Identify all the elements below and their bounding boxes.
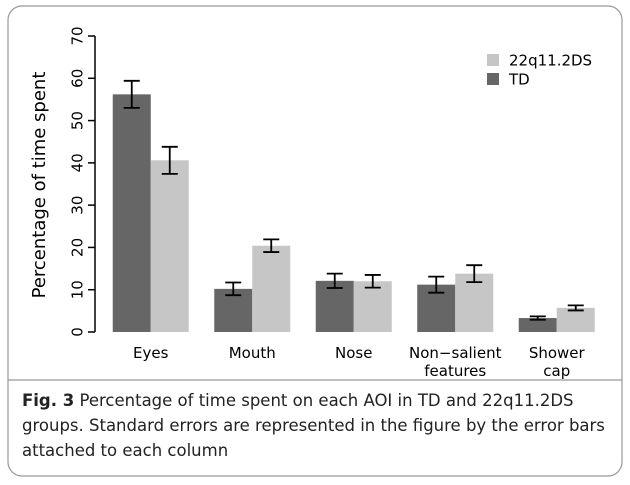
error-bar	[326, 272, 343, 289]
x-tick-label: Nose	[335, 344, 373, 362]
y-tick-label: 60	[69, 69, 87, 88]
bar	[150, 160, 189, 332]
bar	[353, 281, 392, 332]
bar	[112, 94, 151, 333]
error-bar	[428, 275, 445, 294]
error-bar	[263, 238, 280, 253]
bar	[518, 318, 557, 332]
legend-swatch	[487, 54, 499, 66]
caption-text: Percentage of time spent on each AOI in …	[22, 391, 605, 460]
x-tick-label-box: Mouth	[228, 344, 276, 362]
bar	[556, 307, 595, 332]
error-bar	[364, 274, 381, 289]
error-bar	[123, 79, 140, 109]
x-tick-label: Shower cap	[528, 344, 585, 380]
bar	[455, 273, 494, 332]
legend-label: TD	[508, 71, 530, 89]
y-tick-label: 0	[69, 327, 87, 337]
error-bar	[225, 281, 242, 297]
x-tick-label-box: Nose	[335, 344, 373, 362]
y-tick-label: 20	[69, 238, 87, 257]
y-tick-label: 30	[69, 196, 87, 215]
error-bar	[466, 264, 483, 284]
y-axis-label: Percentage of time spent	[29, 72, 50, 299]
frame	[7, 5, 623, 477]
legend-label: 22q11.2DS	[509, 52, 592, 70]
bar	[315, 280, 354, 332]
x-tick-label: Non−salient features	[409, 344, 502, 380]
x-tick-label-box: Eyes	[133, 344, 169, 362]
caption-label: Fig. 3	[22, 391, 75, 410]
y-tick-label: 70	[69, 26, 87, 45]
caption: Fig. 3 Percentage of time spent on each …	[22, 388, 612, 463]
error-bar	[161, 145, 178, 175]
x-tick-label: Mouth	[228, 344, 276, 362]
x-tick-label-box: Shower cap	[528, 344, 585, 380]
y-tick-label: 40	[69, 153, 87, 172]
bar	[252, 245, 291, 332]
y-tick-label: 10	[69, 280, 87, 299]
error-bar	[529, 315, 546, 321]
legend-swatch	[487, 73, 499, 85]
y-tick-label: 50	[69, 111, 87, 130]
x-tick-label: Eyes	[133, 344, 169, 362]
x-tick-label-box: Non−salient features	[409, 344, 502, 380]
error-bar	[567, 304, 584, 312]
